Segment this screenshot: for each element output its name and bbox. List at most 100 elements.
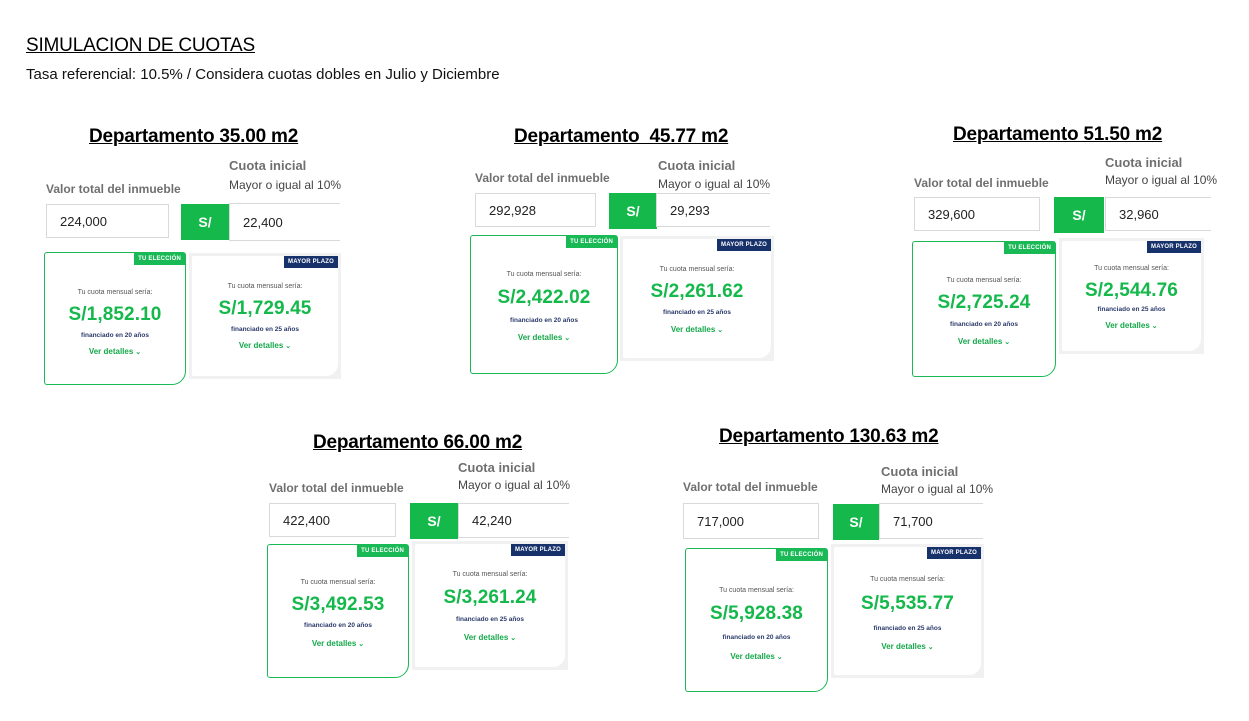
- ver-detalles-link[interactable]: Ver detalles ⌄: [670, 325, 724, 334]
- currency-button[interactable]: S/: [833, 504, 879, 540]
- mayor-label: Mayor o igual al 10%: [229, 178, 342, 192]
- cuota-amount: S/3,261.24: [443, 587, 537, 608]
- cuota-card-25[interactable]: MAYOR PLAZO Tu cuota mensual sería: S/1,…: [189, 253, 341, 379]
- mayor-label: Mayor o igual al 10%: [881, 482, 994, 496]
- tu-eleccion-badge: TU ELECCIÓN: [357, 545, 408, 557]
- chevron-down-icon: ⌄: [927, 644, 934, 651]
- financiado-label: financiado en 20 años: [510, 317, 578, 324]
- cuota-label: Cuota inicial: [458, 460, 536, 475]
- valor-label: Valor total del inmueble: [475, 171, 610, 185]
- valor-label: Valor total del inmueble: [269, 481, 404, 495]
- cuota-label: Cuota inicial: [229, 158, 307, 173]
- cuota-label: Tu cuota mensual sería:: [719, 587, 794, 594]
- currency-button[interactable]: S/: [1054, 197, 1104, 233]
- cuota-label: Tu cuota mensual sería:: [506, 271, 582, 278]
- chevron-down-icon: ⌄: [564, 335, 571, 342]
- financiado-label: financiado en 25 años: [873, 625, 942, 632]
- ver-detalles-link[interactable]: Ver detalles ⌄: [463, 633, 517, 642]
- valor-label: Valor total del inmueble: [914, 176, 1049, 190]
- cuota-amount: S/2,422.02: [497, 287, 591, 308]
- cuota-label: Tu cuota mensual sería:: [227, 283, 303, 290]
- financiado-label: financiado en 25 años: [456, 616, 524, 623]
- chevron-down-icon: ⌄: [776, 654, 783, 661]
- cuota-inicial-input[interactable]: 22,400: [229, 203, 340, 241]
- cuota-card-20[interactable]: TU ELECCIÓN Tu cuota mensual sería: S/2,…: [470, 235, 618, 374]
- cuota-amount: S/3,492.53: [291, 594, 385, 615]
- currency-button[interactable]: S/: [410, 503, 458, 539]
- mayor-plazo-badge: MAYOR PLAZO: [511, 544, 565, 556]
- ver-detalles-link[interactable]: Ver detalles ⌄: [730, 652, 783, 661]
- financiado-label: financiado en 20 años: [304, 622, 372, 629]
- cuota-label: Tu cuota mensual sería:: [946, 277, 1022, 284]
- page-subtitle: Tasa referencial: 10.5% / Considera cuot…: [26, 66, 500, 83]
- valor-label: Valor total del inmueble: [683, 480, 818, 494]
- ver-detalles-link[interactable]: Ver detalles ⌄: [311, 639, 365, 648]
- cuota-label: Tu cuota mensual sería:: [452, 571, 528, 578]
- mayor-label: Mayor o igual al 10%: [658, 177, 771, 191]
- ver-detalles-link[interactable]: Ver detalles ⌄: [88, 347, 142, 356]
- chevron-down-icon: ⌄: [285, 343, 292, 350]
- dept-title: Departamento 51.50 m2: [953, 124, 1163, 145]
- cuota-amount: S/1,852.10: [68, 304, 162, 325]
- dept-title: Departamento 130.63 m2: [719, 426, 939, 447]
- cuota-amount: S/1,729.45: [218, 298, 312, 319]
- dept-title: Departamento 35.00 m2: [89, 126, 299, 147]
- cuota-card-20[interactable]: TU ELECCIÓN Tu cuota mensual sería: S/2,…: [912, 241, 1056, 377]
- valor-input[interactable]: 292,928: [475, 193, 596, 227]
- mayor-plazo-badge: MAYOR PLAZO: [1147, 241, 1201, 253]
- chevron-down-icon: ⌄: [135, 349, 142, 356]
- valor-input[interactable]: 224,000: [46, 204, 169, 238]
- cuota-card-25[interactable]: MAYOR PLAZO Tu cuota mensual sería: S/5,…: [831, 544, 984, 678]
- valor-input[interactable]: 329,600: [914, 197, 1040, 231]
- cuota-card-25[interactable]: MAYOR PLAZO Tu cuota mensual sería: S/3,…: [412, 541, 568, 670]
- cuota-amount: S/5,535.77: [861, 593, 954, 614]
- cuota-label: Cuota inicial: [658, 158, 736, 173]
- tu-eleccion-badge: TU ELECCIÓN: [134, 253, 185, 265]
- cuota-label: Cuota inicial: [881, 464, 959, 479]
- chevron-down-icon: ⌄: [1004, 339, 1011, 346]
- cuota-label: Tu cuota mensual sería:: [1094, 265, 1169, 272]
- cuota-inicial-input[interactable]: 32,960: [1105, 197, 1211, 231]
- mayor-plazo-badge: MAYOR PLAZO: [717, 239, 771, 251]
- dept-title: Departamento 66.00 m2: [313, 432, 523, 453]
- dept-block-4: Departamento 66.00 m2 Valor total del in…: [267, 432, 571, 692]
- page-title: SIMULACION DE CUOTAS: [26, 35, 255, 56]
- cuota-label: Tu cuota mensual sería:: [77, 289, 153, 296]
- chevron-down-icon: ⌄: [358, 641, 365, 648]
- cuota-amount: S/2,544.76: [1085, 280, 1178, 301]
- mayor-plazo-badge: MAYOR PLAZO: [284, 256, 338, 268]
- cuota-label: Tu cuota mensual sería:: [870, 576, 945, 583]
- tu-eleccion-badge: TU ELECCIÓN: [776, 549, 827, 561]
- cuota-card-20[interactable]: TU ELECCIÓN Tu cuota mensual sería: S/5,…: [685, 548, 828, 692]
- cuota-inicial-input[interactable]: 42,240: [458, 503, 569, 538]
- ver-detalles-link[interactable]: Ver detalles ⌄: [957, 337, 1011, 346]
- financiado-label: financiado en 25 años: [1097, 306, 1166, 313]
- chevron-down-icon: ⌄: [510, 635, 517, 642]
- valor-input[interactable]: 717,000: [683, 503, 819, 539]
- ver-detalles-link[interactable]: Ver detalles ⌄: [517, 333, 571, 342]
- currency-button[interactable]: S/: [609, 193, 657, 229]
- mayor-plazo-badge: MAYOR PLAZO: [927, 547, 981, 559]
- financiado-label: financiado en 20 años: [950, 321, 1018, 328]
- mayor-label: Mayor o igual al 10%: [458, 478, 571, 492]
- cuota-amount: S/5,928.38: [710, 603, 803, 624]
- valor-input[interactable]: 422,400: [269, 503, 396, 537]
- cuota-card-20[interactable]: TU ELECCIÓN Tu cuota mensual sería: S/1,…: [44, 252, 186, 385]
- dept-title: Departamento 45.77 m2: [514, 126, 729, 147]
- cuota-label: Tu cuota mensual sería:: [659, 266, 735, 273]
- ver-detalles-link[interactable]: Ver detalles ⌄: [238, 341, 292, 350]
- cuota-card-25[interactable]: MAYOR PLAZO Tu cuota mensual sería: S/2,…: [620, 236, 774, 361]
- tu-eleccion-badge: TU ELECCIÓN: [566, 236, 617, 248]
- ver-detalles-link[interactable]: Ver detalles ⌄: [1105, 321, 1158, 330]
- ver-detalles-link[interactable]: Ver detalles ⌄: [881, 642, 934, 651]
- currency-button[interactable]: S/: [181, 204, 229, 240]
- dept-block-5: Departamento 130.63 m2 Valor total del i…: [683, 426, 993, 692]
- cuota-card-25[interactable]: MAYOR PLAZO Tu cuota mensual sería: S/2,…: [1059, 238, 1204, 354]
- financiado-label: financiado en 20 años: [81, 332, 149, 339]
- cuota-label: Tu cuota mensual sería:: [300, 579, 376, 586]
- cuota-inicial-input[interactable]: 29,293: [656, 193, 770, 227]
- cuota-inicial-input[interactable]: 71,700: [879, 503, 983, 539]
- financiado-label: financiado en 20 años: [722, 634, 791, 641]
- dept-block-1: Departamento 35.00 m2 Valor total del in…: [44, 126, 344, 386]
- cuota-card-20[interactable]: TU ELECCIÓN Tu cuota mensual sería: S/3,…: [267, 544, 409, 678]
